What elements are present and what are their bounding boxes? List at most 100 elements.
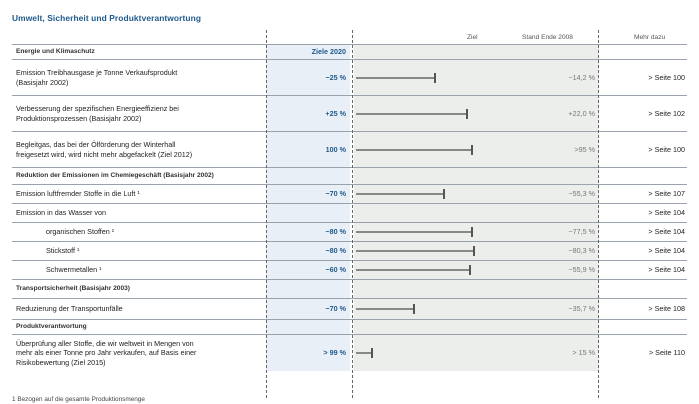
table-row: −70 % −35,7 % Reduzierung der Transportunf… xyxy=(12,298,687,319)
page-link[interactable]: > Seite 104 xyxy=(648,227,685,236)
progress-cell: −55,3 % xyxy=(354,185,599,203)
progress-cell xyxy=(354,45,599,59)
table-row: −70 % −55,3 % Emission luftfremder Stoffe … xyxy=(12,184,687,203)
progress-bar xyxy=(356,250,475,252)
table-row: −25 % −14,2 % Emission Treibhausgase je To… xyxy=(12,59,687,95)
page-link[interactable]: > Seite 110 xyxy=(648,348,685,357)
goal-value: > 99 % xyxy=(323,348,346,357)
goal-cell xyxy=(266,320,350,334)
progress-cell: +22,0 % xyxy=(354,96,599,131)
table-row: > 99 % > 15 % Überprüfung aller Stoffe, di… xyxy=(12,334,687,371)
table-row: Emission in das Wasser von > Seite 104 xyxy=(12,203,687,222)
progress-marker xyxy=(466,108,469,119)
progress-cell xyxy=(354,204,599,222)
divider xyxy=(266,30,267,398)
footnote: 1 Bezogen auf die gesamte Produktionsmen… xyxy=(12,396,145,403)
goal-cell: −70 % xyxy=(266,185,350,203)
status-value: +22,0 % xyxy=(568,108,595,118)
progress-cell: −35,7 % xyxy=(354,299,599,319)
progress-bar xyxy=(356,193,445,195)
page-link[interactable]: > Seite 100 xyxy=(648,72,685,82)
goal-value: Ziele 2020 xyxy=(311,47,346,56)
table-row: −60 % −55,9 % Schwermetallen ¹ > Seite 104 xyxy=(12,260,687,279)
row-label: Emission Treibhausgase je Tonne Verkaufs… xyxy=(16,68,178,87)
status-value: −35,7 % xyxy=(568,304,595,313)
goal-cell: −70 % xyxy=(266,299,350,319)
divider xyxy=(352,30,353,398)
goal-value: +25 % xyxy=(325,108,346,118)
header-stand: Stand Ende 2008 xyxy=(522,34,573,41)
divider xyxy=(598,30,599,398)
progress-cell xyxy=(354,168,599,184)
progress-marker xyxy=(371,348,374,358)
progress-marker xyxy=(471,144,473,155)
goal-cell xyxy=(266,204,350,222)
page-title: Umwelt, Sicherheit und Produktverantwort… xyxy=(12,13,202,23)
progress-cell: −80,3 % xyxy=(354,242,599,260)
progress-marker xyxy=(443,189,446,199)
section-row: Reduktion der Emissionen im Chemiegeschä… xyxy=(12,167,687,184)
progress-cell xyxy=(354,320,599,334)
row-label: organischen Stoffen ¹ xyxy=(46,227,115,237)
page-link[interactable]: > Seite 104 xyxy=(648,208,685,217)
row-label: Produktverantwortung xyxy=(16,323,87,331)
section-row: Transportsicherheit (Basisjahr 2003) xyxy=(12,279,687,298)
header-mehr: Mehr dazu xyxy=(634,34,666,41)
goal-cell: −25 % xyxy=(266,60,350,95)
row-label: Emission in das Wasser von xyxy=(16,208,107,218)
table-row: 100 % >95 % Begleitgas, das bei der Ölförd… xyxy=(12,131,687,167)
goal-value: −70 % xyxy=(325,304,346,313)
row-label: Schwermetallen ¹ xyxy=(46,265,102,275)
goal-value: −70 % xyxy=(325,189,346,198)
goal-value: 100 % xyxy=(325,144,346,154)
progress-bar xyxy=(356,352,373,354)
page-link[interactable]: > Seite 102 xyxy=(648,108,685,118)
row-label: Emission luftfremder Stoffe in die Luft … xyxy=(16,189,140,199)
progress-marker xyxy=(471,227,473,237)
goal-cell: −60 % xyxy=(266,261,350,279)
row-label: Begleitgas, das bei der Ölförderung der … xyxy=(16,140,193,159)
section-row: Ziele 2020 Energie und Klimaschutz xyxy=(12,44,687,59)
progress-bar xyxy=(356,269,470,271)
table-row: +25 % +22,0 % Verbesserung der spezifische… xyxy=(12,95,687,131)
progress-bar xyxy=(356,76,435,79)
page-link[interactable]: > Seite 107 xyxy=(648,189,685,198)
goal-cell xyxy=(266,280,350,298)
goals-table: Ziel Stand Ende 2008 Mehr dazu Ziele 202… xyxy=(12,30,687,371)
goal-cell: Ziele 2020 xyxy=(266,45,350,59)
page-link[interactable]: > Seite 100 xyxy=(648,144,685,154)
progress-bar xyxy=(356,308,414,310)
progress-cell: −14,2 % xyxy=(354,60,599,95)
goal-value: −80 % xyxy=(325,227,346,236)
goal-value: −80 % xyxy=(325,246,346,255)
header-ziel: Ziel xyxy=(467,34,478,41)
status-value: −55,9 % xyxy=(568,265,595,274)
status-value: > 15 % xyxy=(572,348,595,357)
progress-bar xyxy=(356,112,468,115)
row-label: Überprüfung aller Stoffe, die wir weltwe… xyxy=(16,338,197,367)
page-link[interactable]: > Seite 104 xyxy=(648,265,685,274)
page-link[interactable]: > Seite 104 xyxy=(648,246,685,255)
status-value: −14,2 % xyxy=(568,72,595,82)
goal-cell: +25 % xyxy=(266,96,350,131)
status-value: −80,3 % xyxy=(568,246,595,255)
table-header: Ziel Stand Ende 2008 Mehr dazu xyxy=(12,30,687,44)
progress-cell: −55,9 % xyxy=(354,261,599,279)
goal-value: −60 % xyxy=(325,265,346,274)
goal-cell xyxy=(266,168,350,184)
progress-marker xyxy=(468,265,471,275)
progress-cell: > 15 % xyxy=(354,335,599,371)
status-value: >95 % xyxy=(574,144,595,154)
row-label: Transportsicherheit (Basisjahr 2003) xyxy=(16,285,130,293)
table-row: −80 % −80,3 % Stickstoff ¹ > Seite 104 xyxy=(12,241,687,260)
progress-bar xyxy=(356,231,472,233)
progress-cell xyxy=(354,280,599,298)
goal-cell: > 99 % xyxy=(266,335,350,371)
page-link[interactable]: > Seite 108 xyxy=(648,304,685,313)
progress-marker xyxy=(473,246,476,256)
row-label: Verbesserung der spezifischen Energieeff… xyxy=(16,104,179,123)
progress-marker xyxy=(433,72,436,83)
progress-cell: −77,5 % xyxy=(354,223,599,241)
row-label: Energie und Klimaschutz xyxy=(16,48,95,56)
row-label: Stickstoff ¹ xyxy=(46,246,80,256)
